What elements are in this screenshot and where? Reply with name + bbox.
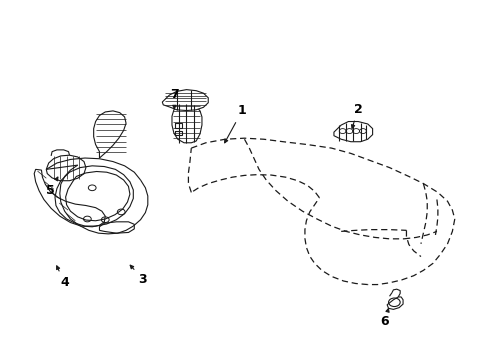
Text: 4: 4: [57, 266, 69, 289]
Text: 2: 2: [351, 103, 362, 128]
Text: 1: 1: [224, 104, 246, 143]
Polygon shape: [46, 155, 86, 181]
Text: 6: 6: [380, 309, 388, 328]
Polygon shape: [172, 104, 202, 143]
Text: 5: 5: [46, 177, 58, 197]
Polygon shape: [386, 297, 402, 309]
Polygon shape: [34, 169, 105, 227]
Polygon shape: [333, 122, 372, 142]
Polygon shape: [162, 90, 208, 111]
Polygon shape: [94, 111, 126, 158]
Polygon shape: [99, 222, 134, 233]
Text: 3: 3: [130, 265, 147, 286]
Text: 7: 7: [170, 89, 179, 109]
